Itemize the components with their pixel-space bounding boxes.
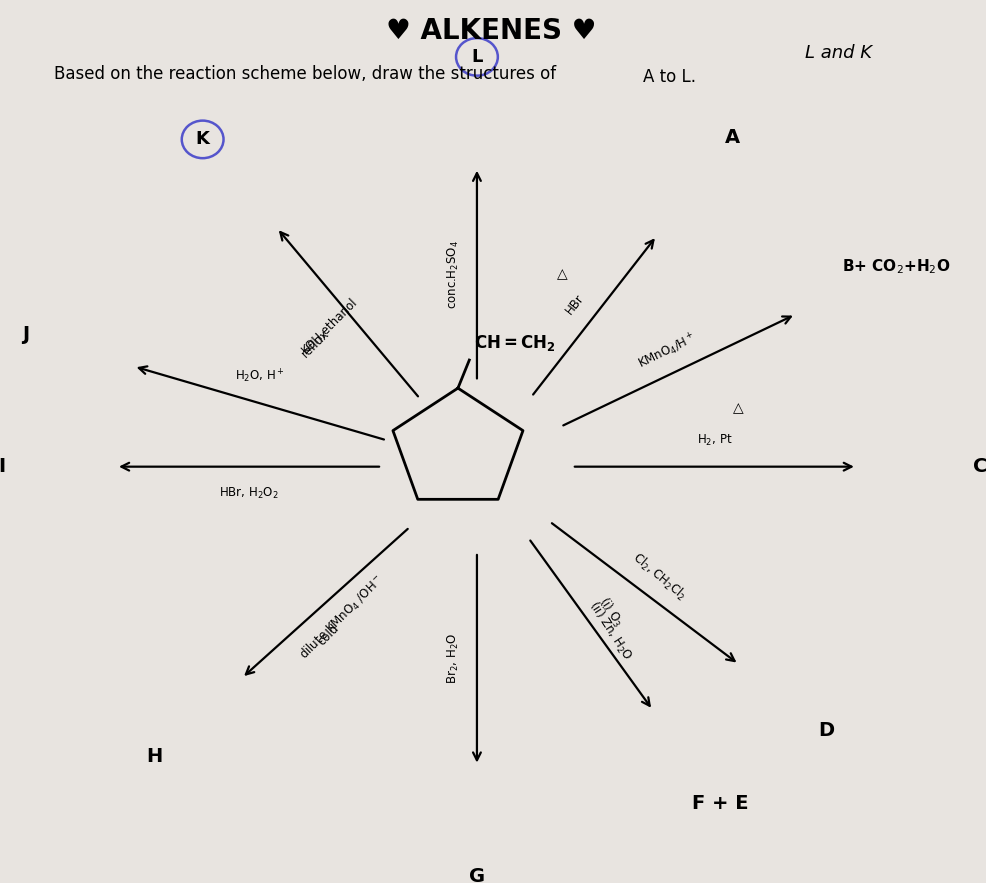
Text: KMnO$_4$/H$^+$: KMnO$_4$/H$^+$ (635, 330, 699, 374)
Text: (ii) Zn, H$_2$O: (ii) Zn, H$_2$O (586, 599, 636, 664)
Text: reflux: reflux (299, 327, 331, 359)
Text: conc.H$_2$SO$_4$: conc.H$_2$SO$_4$ (446, 240, 460, 309)
Text: (i) O$_3$: (i) O$_3$ (596, 595, 626, 630)
Text: F + E: F + E (692, 794, 748, 812)
Text: H$_2$O, H$^+$: H$_2$O, H$^+$ (236, 367, 285, 385)
Text: G: G (469, 867, 485, 883)
Text: C: C (973, 457, 986, 476)
Text: Br$_2$, H$_2$O: Br$_2$, H$_2$O (446, 633, 460, 684)
Text: B+ CO$_2$+H$_2$O: B+ CO$_2$+H$_2$O (842, 257, 951, 275)
Text: A to L.: A to L. (643, 67, 696, 86)
Text: H$_2$, Pt: H$_2$, Pt (696, 433, 732, 448)
Text: K: K (195, 131, 210, 148)
Text: dilute KMnO$_4$ /OH$^-$: dilute KMnO$_4$ /OH$^-$ (297, 572, 388, 663)
Text: L: L (471, 48, 482, 66)
Text: △: △ (557, 268, 568, 282)
Text: D: D (818, 721, 834, 740)
Text: △: △ (734, 401, 743, 415)
Text: HBr, H$_2$O$_2$: HBr, H$_2$O$_2$ (219, 486, 279, 501)
Text: HBr: HBr (563, 291, 587, 317)
Text: I: I (0, 457, 6, 476)
Text: ♥ ALKENES ♥: ♥ ALKENES ♥ (386, 18, 597, 45)
Text: Cl$_2$, CH$_2$Cl$_2$: Cl$_2$, CH$_2$Cl$_2$ (629, 549, 690, 604)
Text: A: A (726, 129, 740, 147)
Text: KOH,ethanol: KOH,ethanol (299, 296, 360, 357)
Text: cold: cold (316, 622, 341, 648)
Text: J: J (22, 325, 29, 344)
Text: H: H (147, 747, 163, 766)
Text: L and K: L and K (805, 43, 872, 62)
Text: Based on the reaction scheme below, draw the structures of: Based on the reaction scheme below, draw… (54, 65, 556, 83)
Text: $\mathbf{CH{=}CH_2}$: $\mathbf{CH{=}CH_2}$ (474, 333, 556, 353)
